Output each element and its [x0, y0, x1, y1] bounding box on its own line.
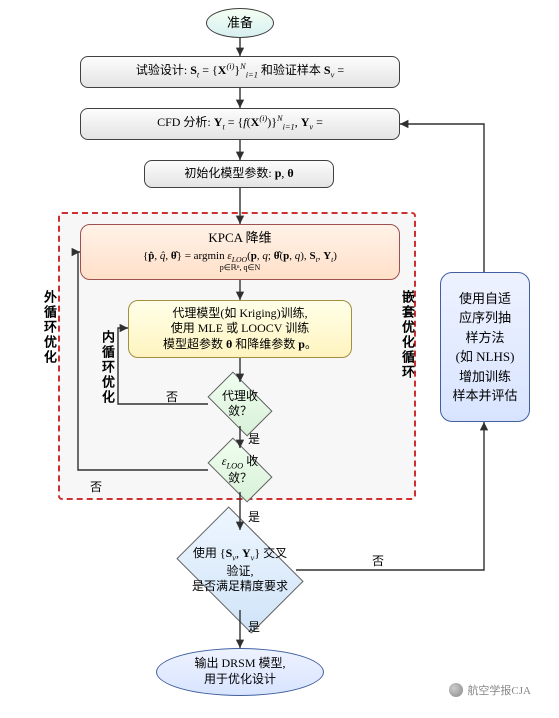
label-yes-2: 是	[248, 508, 260, 525]
node-output-label: 输出 DRSM 模型,用于优化设计	[194, 656, 285, 687]
node-adaptive-sampling: 使用自适应序列抽样方法(如 NLHS)增加训练样本并评估	[440, 272, 530, 422]
label-nested-loop: 嵌套优化循环	[398, 290, 417, 380]
node-doe-label: 试验设计: St = {X(i)}Ni=1 和验证样本 Sv =	[136, 62, 344, 81]
label-yes-3: 是	[248, 618, 260, 635]
watermark: 航空学报CJA	[449, 682, 531, 698]
label-no-3: 否	[372, 552, 384, 569]
node-conv1: 代理收敛？	[207, 371, 272, 436]
watermark-text: 航空学报CJA	[467, 682, 531, 698]
wechat-icon	[449, 683, 463, 697]
node-cfd-label: CFD 分析: Yt = {f(X(i))}Ni=1, Yv =	[157, 114, 323, 133]
node-cv-label: 使用 {Sv, Yv} 交叉验证,是否满足精度要求	[188, 546, 292, 594]
node-cfd: CFD 分析: Yt = {f(X(i))}Ni=1, Yv =	[80, 108, 400, 140]
edge-side-cfd	[400, 124, 484, 272]
node-kpca: KPCA 降维 {p̂, q̂, θ̂} = argmin εLOO(p, q;…	[80, 224, 400, 280]
node-conv2: εLOO 收敛？	[207, 437, 272, 502]
label-no-1: 否	[166, 388, 178, 405]
label-inner-loop: 内循环优化	[98, 330, 117, 405]
node-init: 初始化模型参数: p, θ	[144, 160, 334, 188]
label-no-2: 否	[90, 478, 102, 495]
label-yes-1: 是	[248, 430, 260, 447]
node-start-label: 准备	[227, 15, 253, 32]
node-doe: 试验设计: St = {X(i)}Ni=1 和验证样本 Sv =	[80, 56, 400, 88]
node-kpca-argmin-sub: p∈ℝⁿ, q∈N	[220, 263, 261, 273]
node-adaptive-label: 使用自适应序列抽样方法(如 NLHS)增加训练样本并评估	[452, 289, 517, 406]
node-conv1-label: 代理收敛？	[213, 389, 267, 419]
node-cv: 使用 {Sv, Yv} 交叉验证,是否满足精度要求	[176, 506, 303, 633]
node-surrogate-label: 代理模型(如 Kriging)训练,使用 MLE 或 LOOCV 训练模型超参数…	[163, 306, 317, 353]
node-kpca-title: KPCA 降维	[208, 230, 271, 247]
edge-cv-no	[296, 422, 484, 570]
label-outer-loop: 外循环优化	[40, 290, 59, 365]
node-start: 准备	[206, 8, 274, 38]
node-conv2-label: εLOO 收敛？	[213, 454, 267, 487]
node-output: 输出 DRSM 模型,用于优化设计	[156, 648, 324, 696]
node-surrogate: 代理模型(如 Kriging)训练,使用 MLE 或 LOOCV 训练模型超参数…	[128, 300, 352, 358]
node-init-label: 初始化模型参数: p, θ	[184, 166, 293, 182]
